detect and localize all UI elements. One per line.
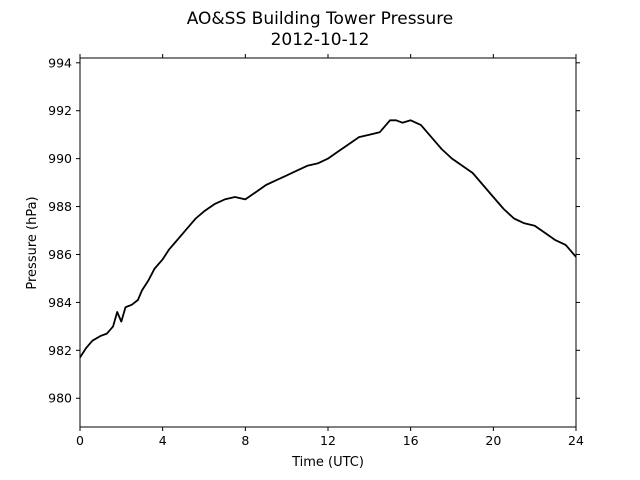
x-tick-label: 20: [485, 433, 501, 448]
y-tick-label: 982: [48, 343, 72, 358]
y-axis-label: Pressure (hPa): [25, 196, 40, 289]
x-tick-label: 0: [76, 433, 84, 448]
pressure-series-line: [79, 119, 577, 358]
chart-title: AO&SS Building Tower Pressure: [187, 9, 454, 29]
y-tick-label: 980: [48, 391, 72, 406]
plot-area: 0 4 8 12 16 20 24 980 982 984 986 988 990 992 994: [48, 54, 584, 448]
x-tick-label: 24: [568, 433, 584, 448]
y-tick-label: 986: [48, 247, 72, 262]
x-tick-label: 16: [403, 433, 419, 448]
y-tick-label: 984: [48, 295, 72, 310]
y-axis: 980 982 984 986 988 990 992 994: [48, 55, 580, 406]
x-axis-label: Time (UTC): [291, 455, 364, 470]
y-tick-label: 994: [48, 55, 72, 70]
x-tick-label: 12: [320, 433, 336, 448]
x-axis: 0 4 8 12 16 20 24: [76, 54, 584, 448]
x-tick-label: 8: [241, 433, 249, 448]
x-tick-label: 4: [159, 433, 167, 448]
chart-subtitle: 2012-10-12: [271, 30, 370, 50]
plot-frame: [79, 57, 577, 428]
y-tick-label: 988: [48, 199, 72, 214]
y-tick-label: 992: [48, 103, 72, 118]
y-tick-label: 990: [48, 151, 72, 166]
